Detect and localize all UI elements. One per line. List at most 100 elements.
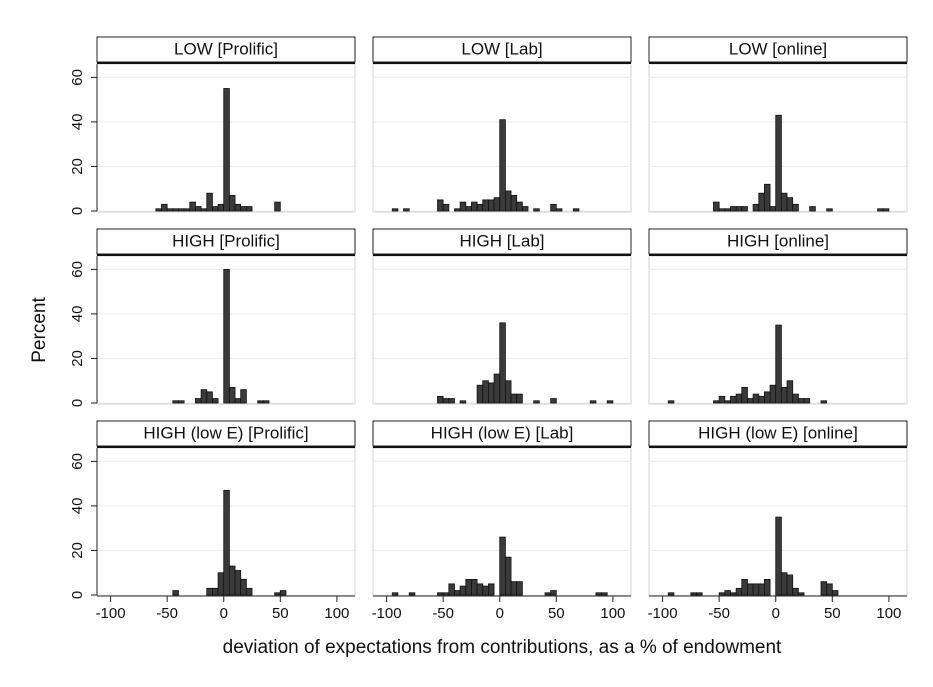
bar xyxy=(877,208,884,212)
bar xyxy=(195,398,202,404)
bar xyxy=(718,592,726,596)
bar xyxy=(730,395,737,404)
x-tick-label: -50 xyxy=(432,605,454,622)
bar xyxy=(488,382,495,404)
x-tick-label: 100 xyxy=(324,605,349,622)
bar xyxy=(234,570,242,596)
bar xyxy=(454,208,461,212)
bar xyxy=(240,389,247,404)
bar xyxy=(741,206,748,212)
bar xyxy=(667,400,675,404)
bar xyxy=(471,201,478,212)
bar xyxy=(228,387,236,404)
bar xyxy=(572,208,580,212)
bar xyxy=(245,206,253,212)
bar xyxy=(161,203,168,212)
bar xyxy=(820,400,828,404)
x-tick-label: -50 xyxy=(708,605,730,622)
panel-title: LOW [Prolific] xyxy=(174,39,278,58)
bar xyxy=(730,592,737,596)
panel-title: LOW [online] xyxy=(729,39,827,58)
bar xyxy=(792,203,799,212)
bar xyxy=(758,395,765,404)
bar xyxy=(747,398,754,404)
bar xyxy=(826,208,833,212)
bar xyxy=(482,380,489,404)
bar xyxy=(240,206,247,212)
x-axis-label: deviation of expectations from contribut… xyxy=(223,637,782,658)
bar xyxy=(504,556,512,596)
bar xyxy=(775,324,782,404)
bar xyxy=(200,389,208,404)
bar xyxy=(234,398,242,404)
bar xyxy=(510,581,518,596)
bar xyxy=(713,201,720,212)
y-tick-label: 20 xyxy=(69,350,86,367)
y-tick-label: 60 xyxy=(69,453,86,470)
bar xyxy=(228,195,236,212)
x-tick-label: -100 xyxy=(372,605,402,622)
bar xyxy=(792,587,799,596)
bar xyxy=(442,398,450,404)
x-tick-label: -100 xyxy=(648,605,678,622)
x-tick-label: -100 xyxy=(96,605,126,622)
panel-title: LOW [Lab] xyxy=(461,39,542,58)
bar xyxy=(741,579,748,596)
bar xyxy=(499,536,506,596)
y-tick-label: 40 xyxy=(69,306,86,323)
bar xyxy=(465,206,472,212)
x-tick-label: 100 xyxy=(876,605,901,622)
bar xyxy=(442,203,450,212)
bar xyxy=(747,583,754,596)
y-tick-label: 20 xyxy=(69,158,86,175)
x-tick-label: 50 xyxy=(824,605,841,622)
panel-title: HIGH (low E) [online] xyxy=(698,423,858,442)
bar xyxy=(217,572,225,596)
y-tick-label: 0 xyxy=(69,591,86,599)
panel-title: HIGH [Prolific] xyxy=(172,231,280,250)
y-tick-label: 0 xyxy=(69,399,86,407)
bar xyxy=(758,583,765,596)
panel-strip xyxy=(648,36,908,63)
bar xyxy=(206,192,213,212)
bar xyxy=(274,592,281,596)
bar xyxy=(465,579,472,596)
bar xyxy=(206,391,213,404)
bar xyxy=(775,114,782,212)
bar xyxy=(809,206,816,212)
bar xyxy=(601,592,608,596)
bar xyxy=(200,208,208,212)
bar xyxy=(178,400,185,404)
bar xyxy=(172,400,179,404)
panel-title: HIGH [Lab] xyxy=(459,231,544,250)
bar xyxy=(550,398,557,404)
bar xyxy=(476,583,484,596)
bar xyxy=(437,395,444,404)
panel-strip xyxy=(372,228,632,255)
bar xyxy=(769,206,777,212)
bar xyxy=(775,516,782,596)
y-axis-label: Percent xyxy=(29,297,50,363)
bar xyxy=(262,400,270,404)
panel-title: HIGH (low E) [Prolific] xyxy=(143,423,308,442)
bar xyxy=(459,400,467,404)
bar xyxy=(493,373,501,404)
bar xyxy=(550,590,557,596)
bar xyxy=(195,206,202,212)
bar xyxy=(212,587,219,596)
x-tick-label: 50 xyxy=(272,605,289,622)
bar xyxy=(166,208,174,212)
bar xyxy=(223,268,230,404)
bar xyxy=(730,206,737,212)
bar xyxy=(764,183,771,212)
bar xyxy=(735,206,743,212)
bar xyxy=(493,197,501,212)
y-tick-label: 0 xyxy=(69,207,86,215)
x-tick-label: 0 xyxy=(772,605,780,622)
bar xyxy=(476,203,484,212)
x-tick-label: -50 xyxy=(156,605,178,622)
bar xyxy=(780,192,788,212)
bar xyxy=(488,583,495,596)
bar xyxy=(391,208,399,212)
